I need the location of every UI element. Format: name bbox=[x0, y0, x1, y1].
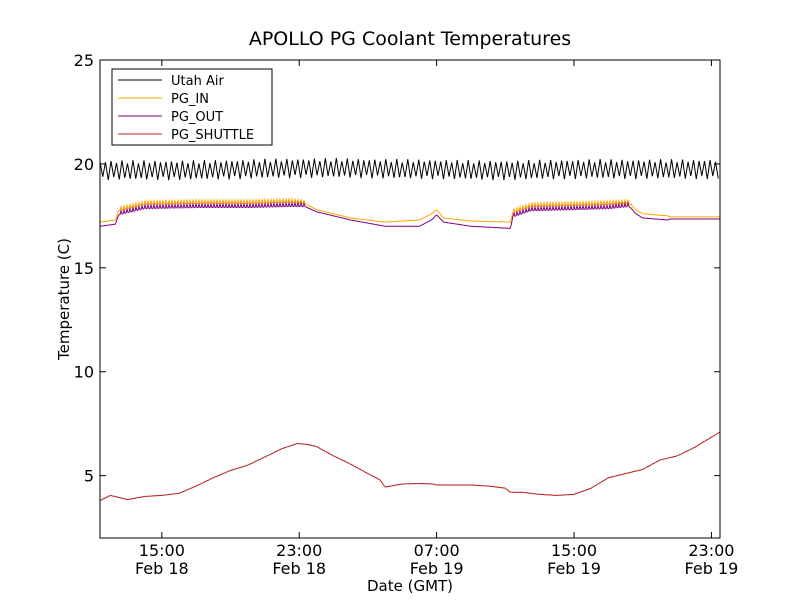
x-tick-label-time: 15:00 bbox=[551, 541, 597, 560]
x-tick-label-date: Feb 19 bbox=[685, 559, 739, 578]
legend-label-pg-in: PG_IN bbox=[171, 92, 209, 107]
series-line-utah-air bbox=[99, 158, 719, 181]
y-axis-label: Temperature (C) bbox=[55, 238, 73, 361]
legend: Utah Air PG_IN PG_OUT PG_SHUTTLE bbox=[111, 68, 273, 146]
legend-box bbox=[111, 68, 273, 146]
legend-label-pg-out: PG_OUT bbox=[171, 110, 223, 125]
series-line-pg-out bbox=[99, 201, 720, 229]
y-tick-label: 15 bbox=[74, 259, 94, 278]
x-tick-label-date: Feb 19 bbox=[410, 559, 464, 578]
x-tick-label-time: 15:00 bbox=[139, 541, 185, 560]
y-tick-label: 5 bbox=[84, 467, 94, 486]
x-tick-label-date: Feb 18 bbox=[272, 559, 326, 578]
legend-label-pg-shuttle: PG_SHUTTLE bbox=[171, 128, 254, 143]
series-layer bbox=[99, 158, 721, 502]
x-axis-label: Date (GMT) bbox=[367, 577, 453, 595]
chart-title: APOLLO PG Coolant Temperatures bbox=[249, 28, 571, 50]
x-tick-label-date: Feb 18 bbox=[135, 559, 189, 578]
x-tick-label-time: 23:00 bbox=[688, 541, 734, 560]
y-tick-label: 25 bbox=[74, 51, 94, 70]
x-tick-label-date: Feb 19 bbox=[547, 559, 601, 578]
series-line-pg-in bbox=[99, 197, 720, 223]
y-tick-label: 10 bbox=[74, 363, 94, 382]
y-tick-label: 20 bbox=[74, 155, 94, 174]
plot-frame bbox=[99, 59, 721, 539]
x-tick-label-time: 07:00 bbox=[414, 541, 460, 560]
x-tick-label-time: 23:00 bbox=[276, 541, 322, 560]
series-line-pg-shuttle bbox=[99, 431, 721, 502]
legend-label-utah-air: Utah Air bbox=[171, 74, 224, 89]
